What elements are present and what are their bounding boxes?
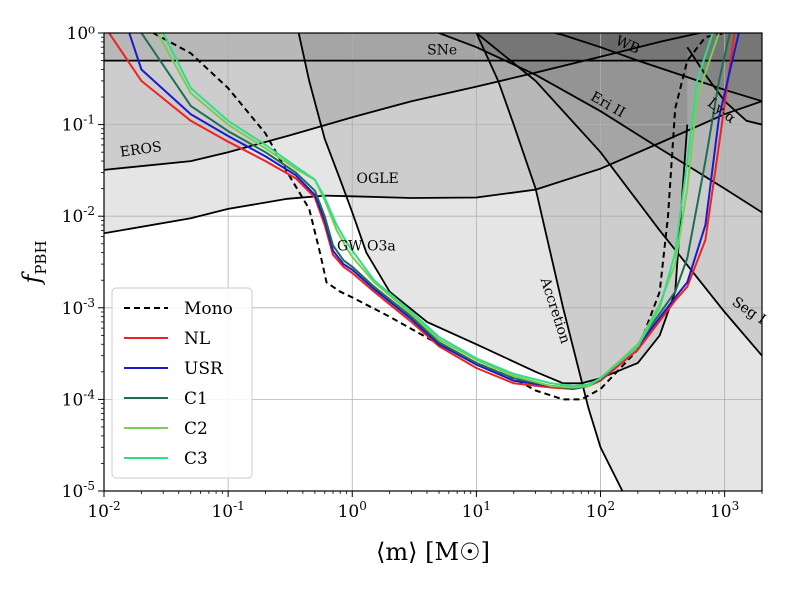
legend: Mono NL USR C1 C2 C3 xyxy=(111,287,253,479)
x-axis-label: ⟨m⟩ [M☉] xyxy=(376,538,490,566)
constraint-boundaries xyxy=(104,33,762,491)
boundary-seg-i xyxy=(475,33,762,357)
legend-label-c2: C2 xyxy=(184,419,208,439)
x-tick-label: 10-2 xyxy=(87,499,120,522)
series-line-c2 xyxy=(156,33,720,389)
series-line-c1 xyxy=(140,33,731,390)
region-accretion xyxy=(476,33,762,491)
boundary-accretion xyxy=(475,33,624,491)
legend-label-c1: C1 xyxy=(184,389,208,409)
x-tick-label: 100 xyxy=(338,499,367,522)
label-sne: SNe xyxy=(427,43,457,59)
x-tick-label: 101 xyxy=(462,499,491,522)
x-tick-label: 102 xyxy=(586,499,615,522)
y-axis-label-text: fPBH xyxy=(18,240,50,285)
y-tick-label: 10-1 xyxy=(62,113,95,136)
x-tick-label: 10-1 xyxy=(211,499,244,522)
y-tick-label: 10-2 xyxy=(62,204,95,227)
y-tick-label: 10-4 xyxy=(62,387,96,410)
region-eri-ii xyxy=(438,33,762,213)
region-sne xyxy=(104,33,762,61)
legend-label-mono: Mono xyxy=(184,299,233,319)
axis-ticks: 10-2 10-1 100 101 102 103 10-5 10-4 10-3 10-2 10-1… xyxy=(62,24,763,522)
x-tick-label: 103 xyxy=(710,499,739,522)
series-lines xyxy=(108,33,740,401)
series-line-c3 xyxy=(162,33,714,387)
boundary-gw-o3a xyxy=(297,33,689,385)
region-seg-i xyxy=(476,33,762,356)
series-line-usr xyxy=(128,33,740,389)
legend-label-usr: USR xyxy=(184,359,224,379)
series-line-nl xyxy=(108,33,736,390)
label-eros: EROS xyxy=(119,139,163,161)
y-tick-label: 10⁰ xyxy=(67,24,96,44)
label-gw-o3a: GW O3a xyxy=(337,239,396,255)
boundary-eros xyxy=(104,33,704,171)
y-tick-label: 10-3 xyxy=(62,296,95,319)
boundary-eri-ii xyxy=(436,33,762,214)
boundary-ogle xyxy=(104,100,762,235)
legend-label-nl: NL xyxy=(184,329,210,349)
y-axis-label: fPBH xyxy=(18,240,50,285)
legend-label-c3: C3 xyxy=(184,449,208,469)
plot-frame xyxy=(103,32,763,492)
label-ogle: OGLE xyxy=(356,171,398,187)
region-ogle xyxy=(104,33,762,234)
y-tick-label: 10-5 xyxy=(62,479,95,502)
legend-box xyxy=(111,287,253,479)
